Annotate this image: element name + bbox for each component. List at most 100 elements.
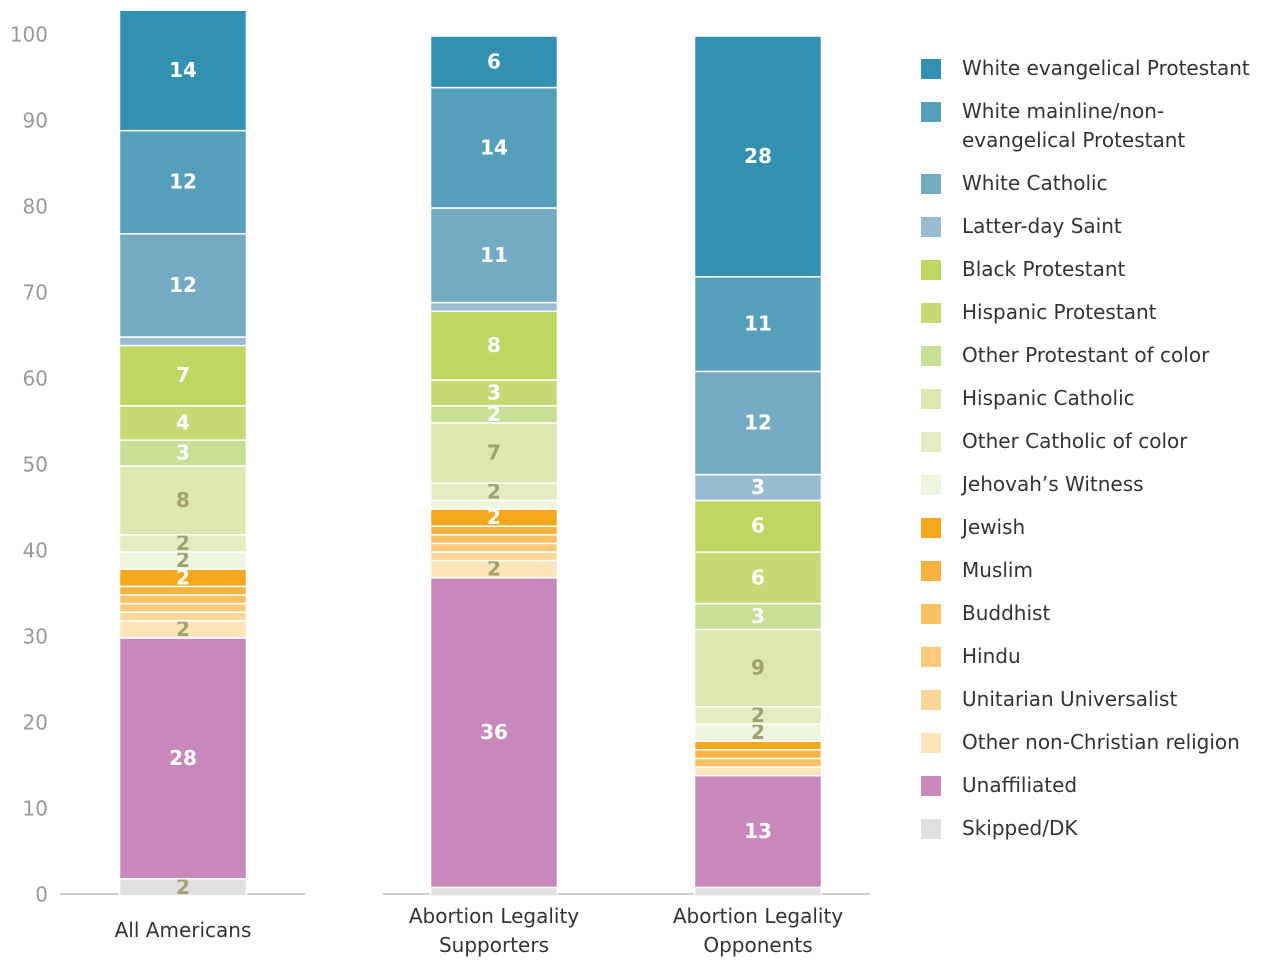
legend-swatch — [921, 303, 941, 323]
bar-segment — [693, 749, 823, 760]
value-label: 3 — [751, 604, 765, 628]
value-label: 11 — [744, 312, 772, 336]
value-label: 14 — [169, 58, 197, 82]
legend-label: Hispanic Protestant — [962, 300, 1157, 324]
x-tick-label: Abortion Legality Opponents — [672, 904, 844, 957]
bar-segment — [429, 542, 559, 553]
legend-item: Muslim — [921, 556, 1271, 585]
bar-segment — [429, 207, 559, 304]
legend-item: Other Catholic of color — [921, 427, 1271, 456]
legend-item: White evangelical Protestant — [921, 54, 1271, 83]
bar-segment — [693, 276, 823, 373]
value-label: 3 — [176, 441, 190, 465]
bar-segment — [693, 499, 823, 553]
bar-segment — [118, 129, 248, 235]
legend-item: Hindu — [921, 642, 1271, 671]
value-label: 2 — [176, 531, 190, 555]
bar-segment — [429, 886, 559, 897]
value-label: 6 — [751, 514, 765, 538]
bar-segment — [429, 35, 559, 89]
value-label: 2 — [487, 479, 501, 503]
legend-item: Hispanic Catholic — [921, 384, 1271, 413]
legend-label: Buddhist — [962, 601, 1051, 625]
legend-item: Latter-day Saint — [921, 212, 1271, 241]
legend-label: Latter-day Saint — [962, 214, 1122, 238]
y-tick-label: 0 — [35, 883, 48, 907]
bar-segment — [429, 422, 559, 484]
value-label: 7 — [176, 363, 190, 387]
bar-segment — [693, 766, 823, 777]
x-tick-label: Abortion Legality Supporters — [408, 904, 580, 957]
value-label: 6 — [751, 565, 765, 589]
bar-segment — [118, 611, 248, 622]
legend-swatch — [921, 776, 941, 796]
bar-segment — [429, 577, 559, 889]
bar-segment — [118, 465, 248, 536]
value-label: 36 — [480, 720, 508, 744]
value-label: 12 — [744, 411, 772, 435]
legend-swatch — [921, 217, 941, 237]
bar-segment — [118, 602, 248, 613]
legend-item: Black Protestant — [921, 255, 1271, 284]
legend-swatch — [921, 389, 941, 409]
bar-segment — [118, 344, 248, 407]
value-label: 14 — [480, 135, 508, 159]
legend-item: Other non-Christian religion — [921, 728, 1271, 757]
legend-label: Hindu — [962, 644, 1021, 668]
legend-swatch — [921, 102, 941, 122]
value-label: 3 — [751, 475, 765, 499]
legend-item: Jehovah’s Witness — [921, 470, 1271, 499]
x-tick-label: All Americans — [114, 918, 252, 942]
value-label: 2 — [176, 548, 190, 572]
legend-swatch — [921, 647, 941, 667]
legend-label: White Catholic — [962, 171, 1108, 195]
bar-segment — [693, 35, 823, 278]
bar-segment — [693, 774, 823, 889]
value-label: 8 — [176, 488, 190, 512]
value-label: 2 — [487, 402, 501, 426]
legend-swatch — [921, 604, 941, 624]
bar-segment — [693, 551, 823, 605]
legend-swatch — [921, 260, 941, 280]
y-tick-label: 90 — [23, 109, 48, 133]
bar-segment — [429, 310, 559, 381]
legend-item: Unaffiliated — [921, 771, 1271, 800]
value-label: 3 — [487, 380, 501, 404]
bar-segment — [429, 301, 559, 312]
value-label: 9 — [751, 656, 765, 680]
legend-swatch — [921, 174, 941, 194]
legend-swatch — [921, 819, 941, 839]
legend-label: Black Protestant — [962, 257, 1126, 281]
legend-label: Hispanic Catholic — [962, 386, 1135, 410]
value-label: 2 — [487, 557, 501, 581]
legend-swatch — [921, 432, 941, 452]
legend-label: Skipped/DK — [962, 816, 1078, 840]
y-tick-label: 40 — [23, 539, 48, 563]
bar-segment — [429, 551, 559, 562]
legend-label: Jehovah’s Witness — [962, 472, 1144, 496]
value-label: 2 — [176, 875, 190, 899]
bar-segment — [118, 439, 248, 467]
bar-segment — [118, 233, 248, 338]
legend-item: Hispanic Protestant — [921, 298, 1271, 327]
legend-swatch — [921, 690, 941, 710]
value-label: 2 — [176, 565, 190, 589]
legend-item: Unitarian Universalist — [921, 685, 1271, 714]
value-label: 12 — [169, 170, 197, 194]
value-label: 28 — [169, 746, 197, 770]
value-label: 12 — [169, 273, 197, 297]
legend-item: Skipped/DK — [921, 814, 1271, 843]
legend: White evangelical Protestant White mainli… — [921, 54, 1271, 857]
bar-segment — [693, 602, 823, 631]
legend-label: White evangelical Protestant — [962, 56, 1250, 80]
bar-segment — [118, 637, 248, 880]
legend-item: Other Protestant of color — [921, 341, 1271, 370]
legend-label: Other Catholic of color — [962, 429, 1188, 453]
legend-label: Unaffiliated — [962, 773, 1078, 797]
legend-label: Muslim — [962, 558, 1033, 582]
legend-swatch — [921, 518, 941, 538]
value-label: 13 — [744, 819, 772, 843]
value-label: 7 — [487, 441, 501, 465]
y-tick-label: 10 — [23, 797, 48, 821]
y-tick-label: 70 — [23, 281, 48, 305]
